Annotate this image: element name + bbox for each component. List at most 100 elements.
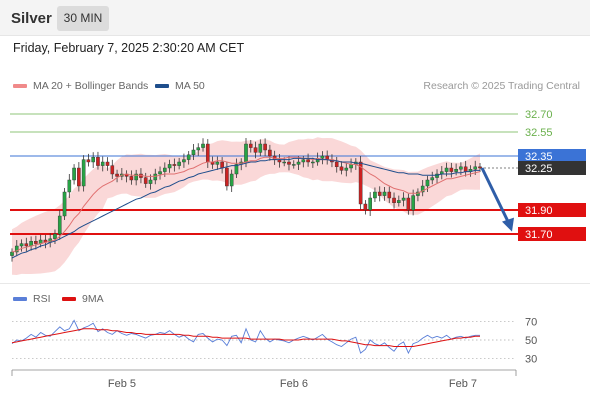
candle-body bbox=[72, 167, 76, 181]
candle-body bbox=[148, 179, 153, 184]
candle-body bbox=[459, 166, 463, 170]
legend-ma50-label: MA 50 bbox=[175, 80, 205, 92]
level-tag-32.25 bbox=[518, 161, 586, 175]
candle-body bbox=[91, 156, 95, 163]
rsi-tick-label: 70 bbox=[525, 316, 537, 328]
projection-arrow bbox=[480, 167, 511, 225]
candle-body bbox=[105, 161, 110, 166]
candle-body bbox=[96, 156, 100, 166]
candle-body bbox=[291, 164, 296, 166]
candle-body bbox=[57, 215, 62, 235]
rsi-tick-label: 30 bbox=[525, 354, 537, 366]
candle-body bbox=[478, 166, 482, 169]
candle-body bbox=[334, 161, 339, 167]
level-label-32.70: 32.70 bbox=[525, 109, 553, 121]
candle-body bbox=[129, 176, 134, 181]
legend-ma9: 9MA bbox=[62, 293, 104, 305]
candle-body bbox=[143, 177, 148, 184]
candle-body bbox=[14, 245, 19, 253]
level-tag-31.70 bbox=[518, 227, 586, 241]
ma50-swatch bbox=[155, 84, 169, 88]
panel-divider bbox=[0, 283, 590, 284]
projection-arrowhead bbox=[502, 217, 514, 232]
candle-body bbox=[86, 159, 91, 163]
candle-body bbox=[253, 147, 258, 153]
candle-body bbox=[373, 191, 377, 199]
candle-body bbox=[311, 161, 315, 164]
candle-body bbox=[339, 166, 344, 171]
candle-body bbox=[81, 159, 86, 187]
candle-body bbox=[172, 164, 177, 166]
candle-body bbox=[368, 197, 372, 211]
x-tick-label: Feb 6 bbox=[280, 378, 308, 390]
candle-body bbox=[287, 161, 291, 165]
candle-body bbox=[363, 203, 368, 211]
candle-body bbox=[77, 167, 81, 187]
candle-body bbox=[186, 154, 191, 160]
candle-body bbox=[282, 161, 287, 164]
ma9-swatch bbox=[62, 297, 76, 301]
ma20-line bbox=[11, 156, 481, 253]
candle-body bbox=[191, 149, 196, 155]
candle-body bbox=[320, 155, 325, 159]
candle-body bbox=[296, 161, 301, 165]
level-tag-32.35 bbox=[518, 149, 586, 163]
candle-body bbox=[397, 200, 401, 203]
candle-body bbox=[248, 143, 253, 148]
candle-body bbox=[167, 164, 172, 169]
candle-body bbox=[358, 161, 363, 205]
legend-ma20: MA 20 + Bollinger Bands bbox=[13, 80, 148, 92]
candle-body bbox=[392, 197, 396, 203]
candle-body bbox=[387, 191, 392, 199]
level-tag-31.90 bbox=[518, 203, 586, 217]
candle-body bbox=[110, 165, 115, 175]
candle-body bbox=[425, 179, 430, 187]
candle-body bbox=[24, 243, 29, 247]
level-label-31.70: 31.70 bbox=[525, 229, 553, 241]
candle-body bbox=[182, 159, 186, 163]
candle-body bbox=[444, 167, 449, 172]
candle-body bbox=[435, 173, 439, 178]
candle-body bbox=[263, 143, 267, 151]
candle-body bbox=[401, 197, 406, 201]
candle-body bbox=[201, 143, 205, 148]
candle-body bbox=[225, 167, 229, 187]
candle-body bbox=[229, 173, 234, 187]
level-label-32.35: 32.35 bbox=[525, 151, 553, 163]
candle-body bbox=[205, 143, 210, 163]
candle-body bbox=[325, 155, 329, 160]
legend-rsi: RSI bbox=[13, 293, 51, 305]
timeframe-button[interactable]: 30 MIN bbox=[57, 6, 109, 31]
candle-body bbox=[163, 167, 167, 172]
research-credit: Research © 2025 Trading Central bbox=[423, 80, 580, 92]
candle-body bbox=[100, 161, 105, 166]
instrument-title: Silver bbox=[11, 10, 52, 27]
candle-body bbox=[344, 167, 349, 171]
candle-body bbox=[19, 243, 24, 247]
candle-body bbox=[115, 173, 119, 177]
candle-body bbox=[268, 149, 272, 157]
legend-ma9-label: 9MA bbox=[82, 293, 104, 305]
rsi-tick-label: 50 bbox=[525, 335, 537, 347]
rsi-line bbox=[11, 319, 480, 355]
candle-body bbox=[244, 143, 248, 163]
candle-body bbox=[463, 166, 468, 172]
candle-body bbox=[406, 197, 411, 211]
level-label-32.55: 32.55 bbox=[525, 127, 553, 139]
candle-body bbox=[349, 164, 353, 169]
candle-body bbox=[53, 233, 57, 239]
toolbar: Silver 30 MIN bbox=[0, 0, 590, 36]
candle-body bbox=[301, 159, 306, 163]
candle-body bbox=[449, 167, 454, 172]
candle-body bbox=[430, 177, 435, 181]
timestamp: Friday, February 7, 2025 2:30:20 AM CET bbox=[13, 41, 245, 55]
candle-body bbox=[234, 164, 239, 175]
candle-body bbox=[416, 191, 420, 196]
ma50-line bbox=[11, 157, 480, 259]
candle-body bbox=[67, 179, 72, 193]
legend-ma50: MA 50 bbox=[155, 80, 205, 92]
candle-body bbox=[258, 143, 263, 153]
candle-body bbox=[134, 173, 138, 181]
legend-ma20-label: MA 20 + Bollinger Bands bbox=[33, 80, 149, 92]
candle-body bbox=[34, 240, 38, 244]
